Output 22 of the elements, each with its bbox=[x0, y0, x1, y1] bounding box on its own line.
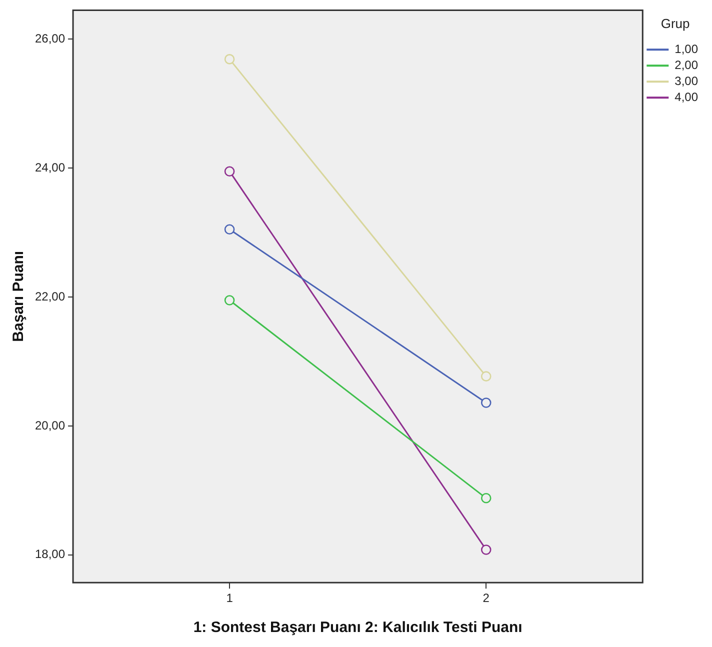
y-tick-label: 22,00 bbox=[35, 289, 66, 304]
point bbox=[224, 54, 235, 64]
x-tick-label: 2 bbox=[482, 591, 490, 606]
y-tick-label: 26,00 bbox=[35, 32, 66, 46]
point bbox=[480, 544, 492, 555]
legend-label: 4,00 bbox=[674, 90, 698, 104]
y-tick-label: 24,00 bbox=[35, 160, 66, 174]
legend-title: Grup bbox=[660, 16, 690, 32]
y-tick-label: 20,00 bbox=[35, 418, 66, 432]
legend-label: 3,00 bbox=[674, 74, 698, 88]
y-tick-label: 18,00 bbox=[35, 547, 66, 562]
point bbox=[224, 295, 235, 306]
point bbox=[480, 371, 492, 382]
point bbox=[480, 493, 492, 504]
x-axis-title: 1: Sontest Başarı Puanı 2: Kalıcılık Testi Puanı bbox=[193, 619, 522, 636]
point bbox=[224, 224, 235, 235]
point bbox=[224, 166, 235, 176]
y-axis-title: Başarı Puanı bbox=[10, 250, 28, 342]
point bbox=[480, 398, 492, 408]
x-tick-label: 1 bbox=[226, 591, 234, 606]
legend-label: 2,00 bbox=[674, 58, 698, 72]
legend-label: 1,00 bbox=[674, 42, 698, 56]
